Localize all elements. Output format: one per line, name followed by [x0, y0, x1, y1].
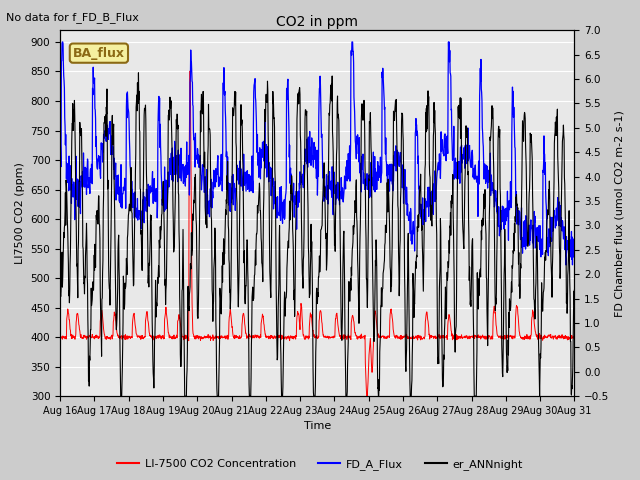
Y-axis label: FD Chamber flux (umol CO2 m-2 s-1): FD Chamber flux (umol CO2 m-2 s-1)	[615, 110, 625, 317]
Title: CO2 in ppm: CO2 in ppm	[276, 15, 358, 29]
Text: No data for f_FD_B_Flux: No data for f_FD_B_Flux	[6, 12, 140, 23]
Legend: LI-7500 CO2 Concentration, FD_A_Flux, er_ANNnight: LI-7500 CO2 Concentration, FD_A_Flux, er…	[113, 455, 527, 474]
X-axis label: Time: Time	[303, 421, 331, 432]
Text: BA_flux: BA_flux	[73, 47, 125, 60]
Y-axis label: LI7500 CO2 (ppm): LI7500 CO2 (ppm)	[15, 162, 25, 264]
